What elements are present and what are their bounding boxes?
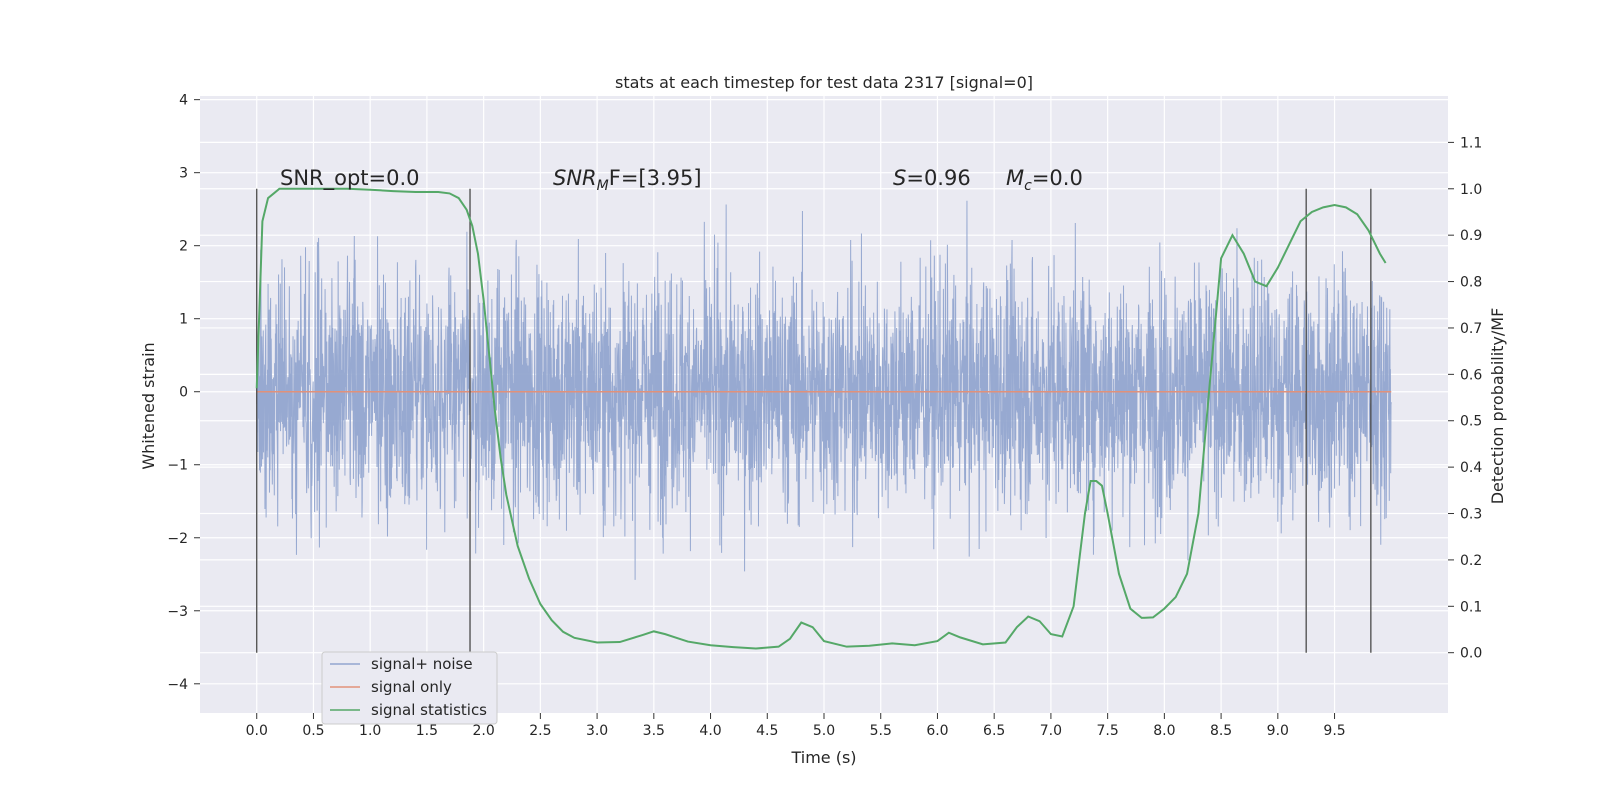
- y-axis-label-left: Whitened strain: [139, 342, 158, 469]
- noise-series-layer: [256, 200, 1392, 580]
- x-tick-label: 2.5: [529, 723, 551, 739]
- y-tick-label-left: 3: [179, 166, 188, 182]
- signal-plus-noise-line: [256, 200, 1392, 580]
- x-tick-label: 3.5: [643, 723, 665, 739]
- x-tick-label: 5.0: [813, 723, 835, 739]
- x-tick-label: 3.0: [586, 723, 608, 739]
- annotation-snr-mf-rest: F=[3.95]: [609, 166, 702, 190]
- signal-statistics-layer: [255, 187, 1387, 650]
- annotation-mc: Mc=0.0: [1006, 166, 1083, 194]
- legend-label-signal-only: signal only: [371, 678, 452, 696]
- y-tick-label-right: 0.4: [1460, 460, 1482, 476]
- annotation-mc-italic: M: [1006, 166, 1024, 190]
- x-tick-label: 2.0: [473, 723, 495, 739]
- y-tick-label-right: 1.1: [1460, 135, 1482, 151]
- x-tick-label: 6.5: [983, 723, 1005, 739]
- legend: signal+ noise signal only signal statist…: [321, 651, 498, 725]
- annotation-snr-mf: SNRMF=[3.95]: [553, 166, 702, 194]
- chart-title: stats at each timestep for test data 231…: [615, 73, 1033, 92]
- annotation-s-italic: S: [893, 166, 906, 190]
- y-tick-label-left: −3: [167, 604, 188, 620]
- y-tick-label-right: 0.9: [1460, 228, 1482, 244]
- annotation-s-rest: =0.96: [906, 166, 970, 190]
- x-tick-label: 1.0: [359, 723, 381, 739]
- annotation-snr-mf-italic: SNR: [553, 166, 597, 190]
- vertical-marker-layer: [256, 188, 1372, 653]
- y-tick-label-left: 1: [179, 312, 188, 328]
- x-tick-label: 8.0: [1153, 723, 1175, 739]
- legend-label-noise: signal+ noise: [371, 655, 473, 673]
- y-tick-label-left: 0: [179, 385, 188, 401]
- x-tick-label: 4.5: [756, 723, 778, 739]
- y-tick-label-right: 0.5: [1460, 414, 1482, 430]
- x-tick-label: 0.5: [302, 723, 324, 739]
- x-tick-label: 8.5: [1210, 723, 1232, 739]
- y-tick-label-left: 2: [179, 239, 188, 255]
- legend-box: [321, 651, 498, 725]
- y-tick-label-right: 0.1: [1460, 599, 1482, 615]
- y-tick-label-right: 0.2: [1460, 553, 1482, 569]
- tick-label-layer: 0.0 0.5 1.0 1.5 2.0 2.5 3.0 3.5 4.0 4.5 5.0 5.5 6.0 6…: [167, 93, 1482, 739]
- annotation-snr-opt: SNR_opt=0.0: [280, 166, 420, 191]
- y-tick-label-right: 0.3: [1460, 507, 1482, 523]
- y-tick-label-right: 0.6: [1460, 367, 1482, 383]
- x-tick-label: 7.5: [1097, 723, 1119, 739]
- y-tick-label-left: −1: [167, 458, 188, 474]
- signal-statistics-line: [255, 187, 1387, 650]
- y-tick-label-right: 1.0: [1460, 182, 1482, 198]
- x-axis-label: Time (s): [790, 748, 856, 767]
- y-tick-label-right: 0.7: [1460, 321, 1482, 337]
- x-tick-label: 0.0: [246, 723, 268, 739]
- x-tick-label: 4.0: [699, 723, 721, 739]
- y-tick-label-left: −2: [167, 531, 188, 547]
- x-tick-label: 6.0: [926, 723, 948, 739]
- x-tick-label: 5.5: [870, 723, 892, 739]
- annotation-mc-rest: =0.0: [1032, 166, 1083, 190]
- y-tick-label-left: −4: [167, 677, 188, 693]
- x-tick-label: 7.0: [1040, 723, 1062, 739]
- y-axis-label-right: Detection probability/MF: [1488, 308, 1507, 505]
- y-tick-label-left: 4: [179, 93, 188, 109]
- x-tick-label: 1.5: [416, 723, 438, 739]
- annotation-s: S=0.96: [893, 166, 971, 190]
- y-tick-label-right: 0.0: [1460, 646, 1482, 662]
- y-tick-label-right: 0.8: [1460, 275, 1482, 291]
- annotation-snr-mf-sub: M: [597, 178, 609, 194]
- annotation-mc-sub: c: [1024, 178, 1032, 194]
- x-tick-label: 9.5: [1323, 723, 1345, 739]
- x-tick-label: 9.0: [1267, 723, 1289, 739]
- legend-label-statistics: signal statistics: [371, 701, 487, 719]
